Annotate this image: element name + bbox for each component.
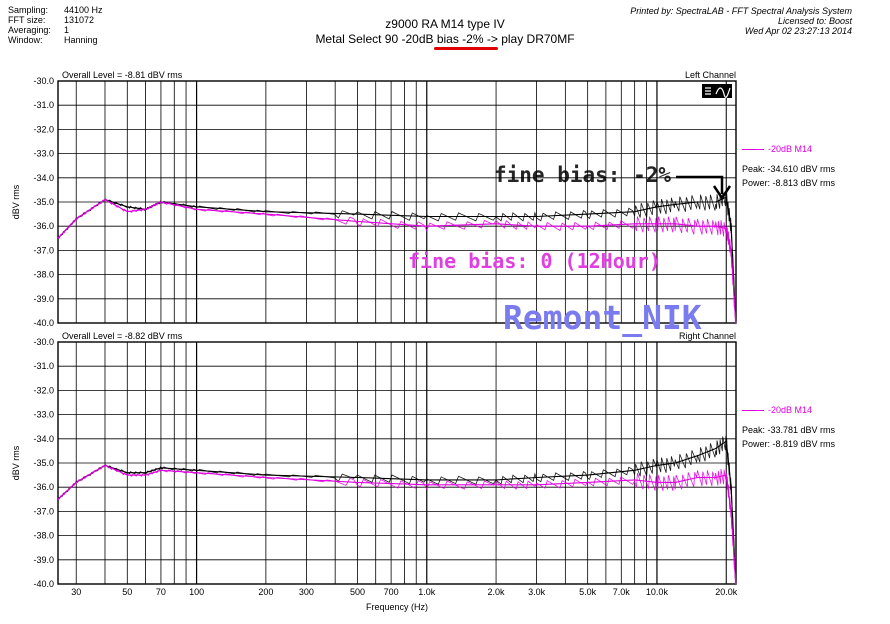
- frequency-axis: 30 50 70 100 200 300 500 700 1.0k 2.0k 3.0k 5.0k 7.0…: [71, 587, 738, 612]
- overall-level: Overall Level = -8.82 dBV rms: [62, 331, 183, 341]
- header-value: 44100 Hz: [64, 5, 103, 15]
- peak-value: Peak: -33.781 dBV rms: [742, 425, 836, 435]
- channel-label: Right Channel: [679, 331, 736, 341]
- x-axis-label: Frequency (Hz): [366, 602, 428, 612]
- x-tick-label: 700: [384, 587, 399, 597]
- y-tick-label: -34.0: [33, 434, 54, 444]
- y-tick-label: -36.0: [33, 221, 54, 231]
- x-tick-label: 200: [258, 587, 273, 597]
- y-tick-label: -33.0: [33, 149, 54, 159]
- annotation-black: fine bias: -2%: [494, 163, 672, 187]
- arrow-head: [712, 185, 732, 201]
- chart-tool-icon: [702, 84, 732, 98]
- y-tick-label: -36.0: [33, 482, 54, 492]
- header-value: Hanning: [64, 35, 98, 45]
- y-tick-label: -38.0: [33, 531, 54, 541]
- x-tick-label: 100: [189, 587, 204, 597]
- y-tick-label: -37.0: [33, 506, 54, 516]
- y-tick-label: -39.0: [33, 555, 54, 565]
- arrow-line: [676, 175, 724, 194]
- x-tick-label: 1.0k: [418, 587, 436, 597]
- header-key: Window:: [8, 35, 43, 45]
- overall-level: Overall Level = -8.81 dBV rms: [62, 70, 183, 80]
- power-value: Power: -8.819 dBV rms: [742, 439, 836, 449]
- x-tick-label: 20.0k: [715, 587, 738, 597]
- bias-underline: [434, 47, 498, 50]
- legend-swatch: [742, 149, 764, 151]
- peak-value: Peak: -34.610 dBV rms: [742, 164, 836, 174]
- y-tick-label: -40.0: [33, 579, 54, 589]
- y-tick-label: -33.0: [33, 410, 54, 420]
- y-axis-label: dBV rms: [11, 445, 21, 480]
- y-tick-label: -35.0: [33, 197, 54, 207]
- y-tick-label: -38.0: [33, 270, 54, 280]
- x-tick-label: 2.0k: [488, 587, 506, 597]
- left-side-info: -20dB M14 Peak: -34.610 dBV rms Power: -…: [742, 142, 882, 190]
- x-tick-label: 70: [156, 587, 166, 597]
- x-tick-label: 50: [122, 587, 132, 597]
- y-tick-label: -31.0: [33, 100, 54, 110]
- x-tick-label: 3.0k: [528, 587, 546, 597]
- header-value: 131072: [64, 15, 95, 25]
- header-key: Sampling:: [8, 5, 49, 15]
- y-tick-label: -32.0: [33, 124, 54, 134]
- plot-frame: [57, 341, 737, 585]
- legend-label: -20dB M14: [768, 405, 813, 415]
- x-tick-label: 500: [350, 587, 365, 597]
- x-tick-label: 30: [71, 587, 81, 597]
- y-tick-label: -39.0: [33, 294, 54, 304]
- series-detail: [57, 435, 736, 580]
- y-axis-label: dBV rms: [11, 184, 21, 219]
- legend-swatch: [742, 410, 764, 412]
- right-side-info: -20dB M14 Peak: -33.781 dBV rms Power: -…: [742, 403, 882, 451]
- header-key: Averaging:: [8, 25, 51, 35]
- licensed-to: Licensed to: Boost: [777, 16, 852, 26]
- y-tick-label: -40.0: [33, 318, 54, 328]
- header-key: FFT size:: [8, 15, 46, 25]
- power-value: Power: -8.813 dBV rms: [742, 178, 836, 188]
- channel-label: Left Channel: [685, 70, 736, 80]
- x-tick-label: 10.0k: [646, 587, 669, 597]
- left-channel-panel: -30.0 -31.0 -32.0 -33.0 -34.0 -35.0 -36.0 -37.0…: [11, 70, 737, 328]
- x-tick-label: 5.0k: [579, 587, 597, 597]
- x-tick-label: 7.0k: [613, 587, 631, 597]
- series-detail: [57, 198, 736, 325]
- timestamp: Wed Apr 02 23:27:13 2014: [744, 26, 852, 36]
- printed-by: Printed by: SpectraLAB - FFT Spectral An…: [630, 6, 852, 16]
- annotation-arrow: [676, 175, 732, 201]
- header-value: 1: [64, 25, 70, 35]
- printed-by-block: Printed by: SpectraLAB - FFT Spectral An…: [630, 6, 852, 36]
- y-tick-label: -30.0: [33, 76, 54, 86]
- y-tick-label: -32.0: [33, 385, 54, 395]
- right-channel-panel: -30.0 -31.0 -32.0 -33.0 -34.0 -35.0 -36.0 -37.0…: [11, 331, 737, 589]
- watermark: Remont_NIK: [503, 298, 702, 337]
- y-tick-label: -37.0: [33, 245, 54, 255]
- chart-subtitle: Metal Select 90 -20dB bias -2% -> play D…: [315, 32, 575, 46]
- annotation-magenta: fine bias: 0 (12Hour): [408, 249, 661, 273]
- series-detail: [57, 191, 736, 319]
- y-tick-label: -31.0: [33, 361, 54, 371]
- chart-title: z9000 RA M14 type IV: [385, 17, 505, 31]
- y-tick-label: -34.0: [33, 173, 54, 183]
- waveform-icon: [705, 87, 731, 98]
- series-line: [57, 464, 737, 585]
- x-tick-label: 300: [299, 587, 314, 597]
- y-tick-label: -30.0: [33, 337, 54, 347]
- legend-label: -20dB M14: [768, 144, 813, 154]
- y-tick-label: -35.0: [33, 458, 54, 468]
- series-detail: [57, 464, 736, 586]
- plot-frame: [57, 80, 737, 324]
